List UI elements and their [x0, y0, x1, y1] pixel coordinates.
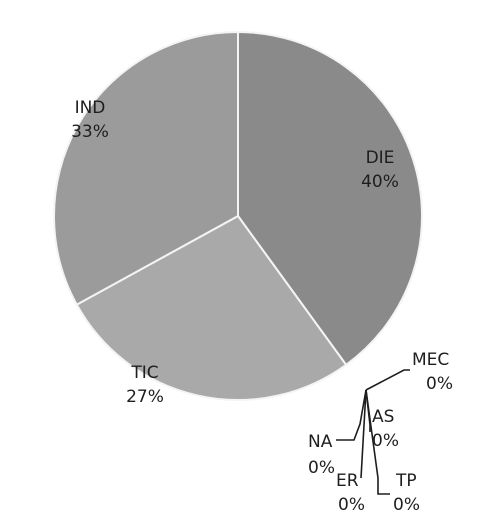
pie-slices: [53, 30, 423, 401]
leader-lines: [336, 369, 410, 495]
slice-label-na: NA: [308, 432, 333, 452]
slice-label-as: AS: [372, 407, 394, 427]
slice-label-die: DIE: [366, 148, 395, 168]
slice-value-ind: 33%: [71, 122, 109, 142]
slice-value-na: 0%: [308, 458, 335, 478]
slice-value-tic: 27%: [126, 387, 164, 407]
slice-value-mec: 0%: [426, 374, 453, 394]
slice-label-mec: MEC: [412, 350, 449, 370]
slice-value-as: 0%: [372, 431, 399, 451]
pie-slice-ind: [53, 30, 239, 307]
leader-line-tp: [365, 389, 390, 495]
leader-line-er: [360, 389, 367, 479]
pie-slice-tic: [75, 214, 348, 401]
slice-value-tp: 0%: [393, 495, 420, 515]
leader-line-na: [336, 389, 367, 441]
leader-line-mec: [365, 369, 410, 391]
slice-value-die: 40%: [361, 172, 399, 192]
pie-slice-die: [237, 30, 423, 367]
slice-value-er: 0%: [338, 495, 365, 515]
slice-label-tic: TIC: [130, 363, 158, 383]
slice-label-ind: IND: [75, 98, 106, 118]
slice-label-er: ER: [336, 471, 359, 491]
slice-label-tp: TP: [395, 471, 417, 491]
